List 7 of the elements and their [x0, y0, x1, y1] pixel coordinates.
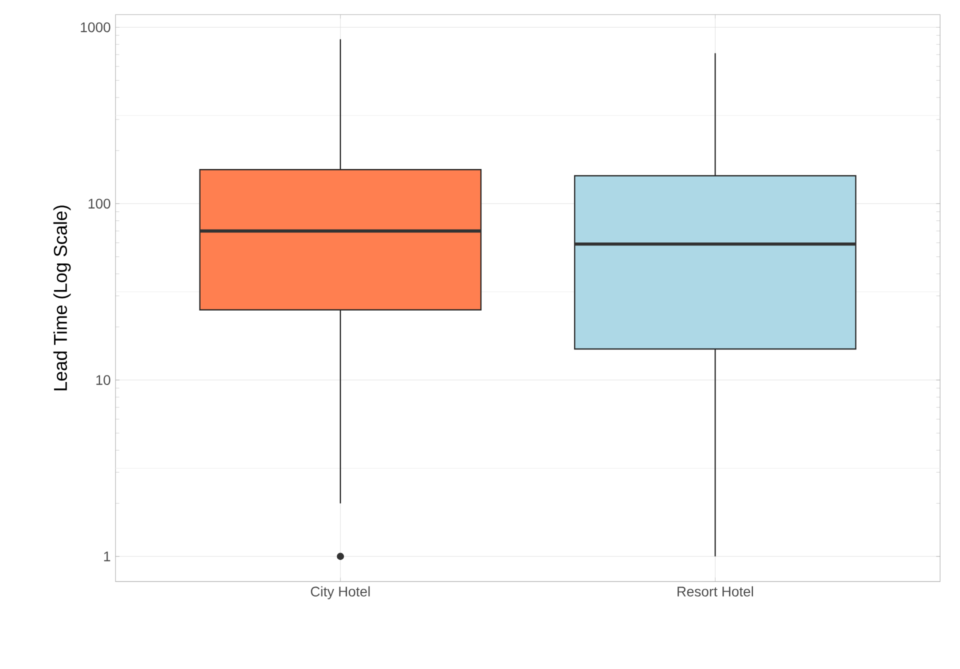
y-tick-label: 100 [88, 198, 110, 209]
x-tick-label: Resort Hotel [678, 586, 753, 596]
x-tick-label: City Hotel [310, 586, 370, 600]
y-tick-label: 10 [96, 375, 110, 385]
y-axis-title: Lead Time (Log Scale) [53, 206, 71, 390]
y-tick-label: 1000 [80, 22, 110, 32]
y-tick-label: 1 [104, 552, 110, 562]
